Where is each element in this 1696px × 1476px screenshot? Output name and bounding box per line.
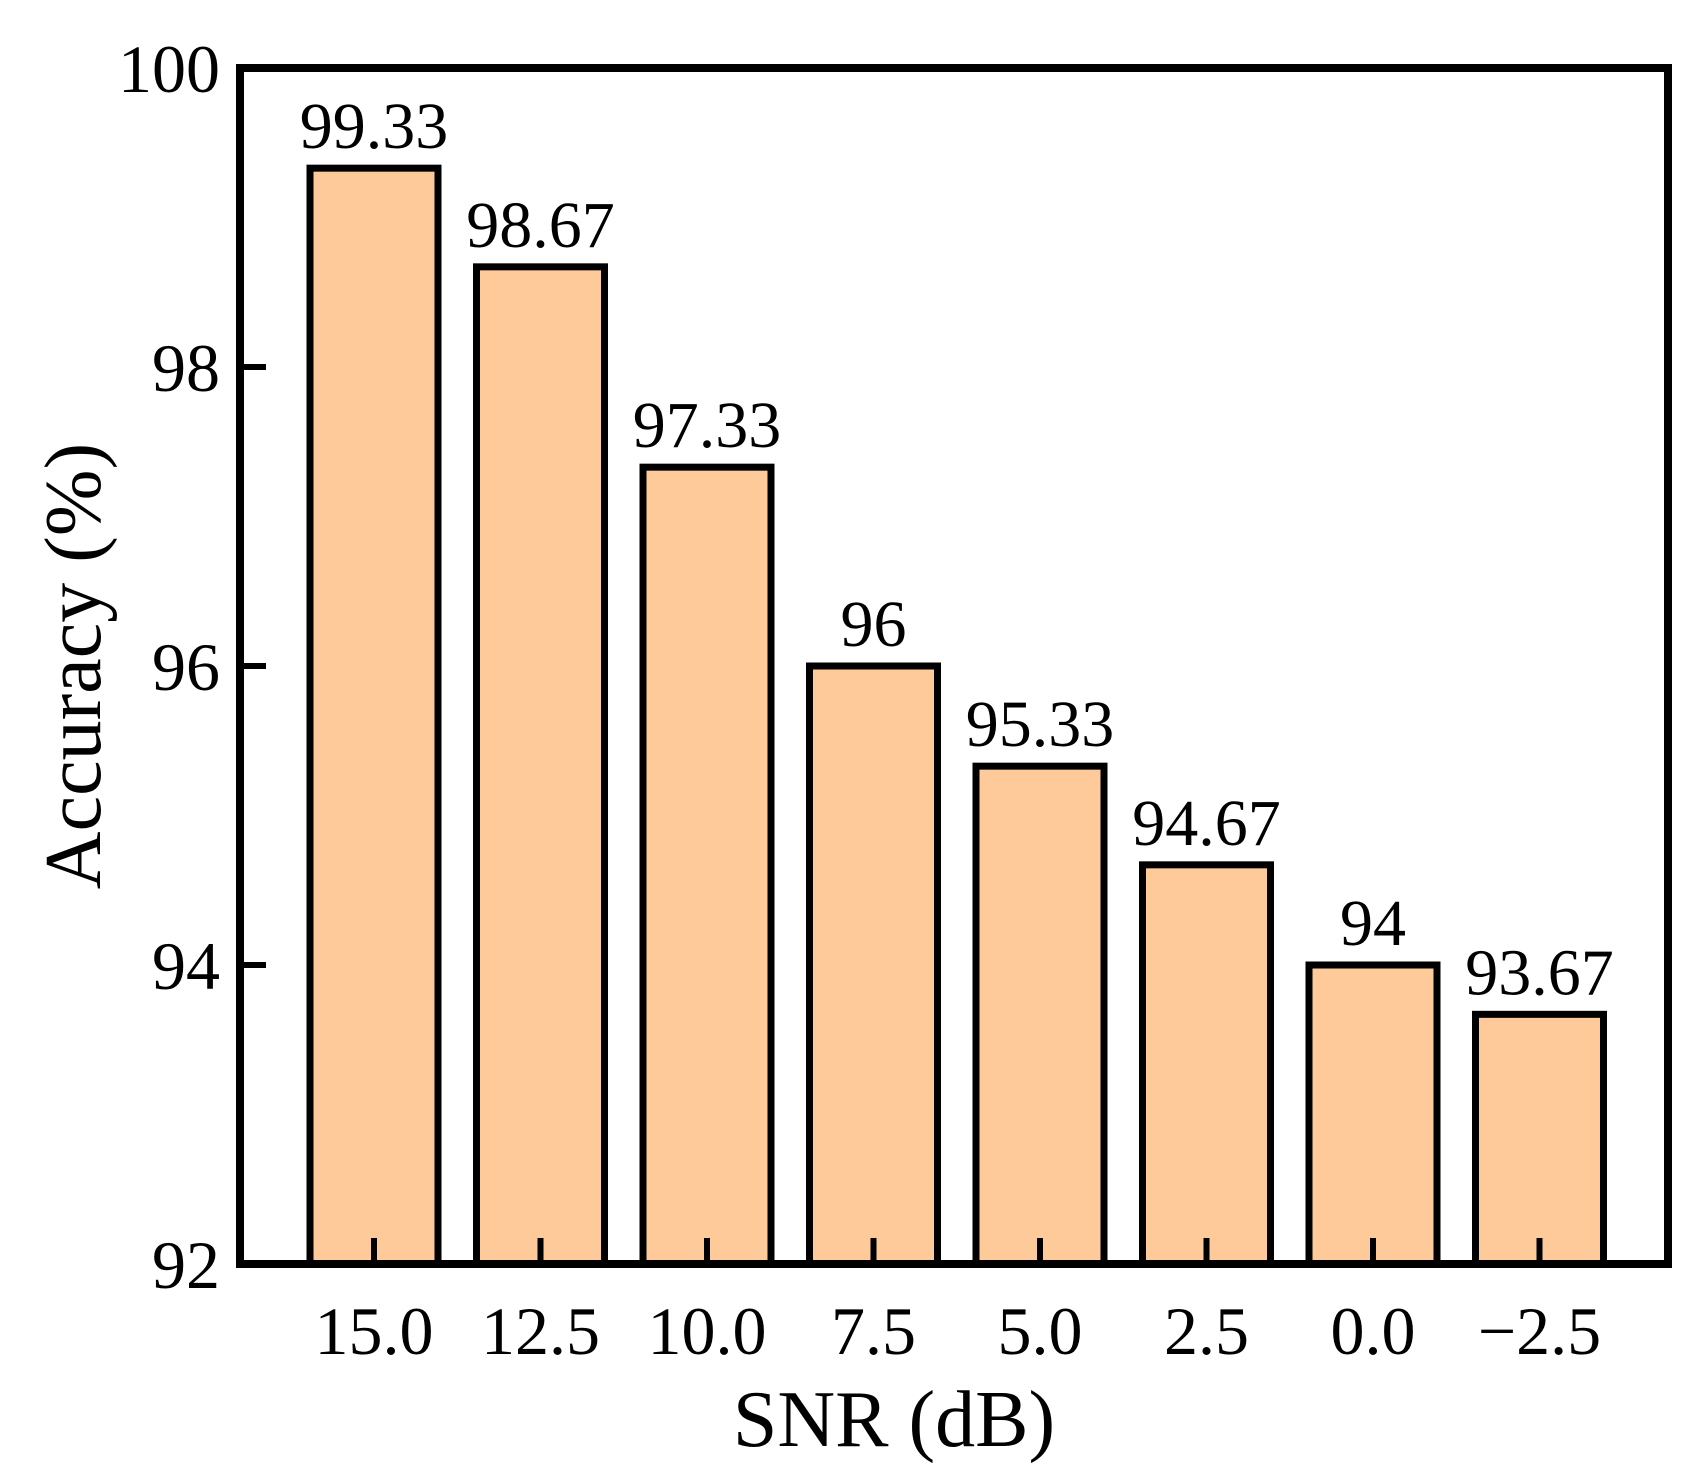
x-tick-label-3: 7.5: [831, 1293, 916, 1369]
bar-value-label-7: 93.67: [1465, 936, 1614, 1009]
bar-value-label-2: 97.33: [633, 389, 782, 462]
x-tick-label-1: 12.5: [481, 1293, 600, 1369]
y-tick-label-0: 92: [152, 1227, 220, 1303]
bar-3: [806, 662, 941, 1268]
plot-frame: [236, 64, 1672, 1268]
bars-group: [306, 164, 1607, 1268]
x-tick-label-7: −2.5: [1478, 1293, 1601, 1369]
bar-7: [1472, 1010, 1607, 1268]
bar-1: [473, 263, 608, 1268]
y-axis-ticks: 92 94 96 98 100: [118, 31, 266, 1303]
y-tick-label-4: 100: [118, 31, 220, 107]
bar-6: [1305, 961, 1441, 1268]
x-tick-label-0: 15.0: [315, 1293, 434, 1369]
bar-4: [972, 762, 1108, 1268]
y-tick-label-3: 98: [152, 330, 220, 406]
bar-value-label-6: 94: [1340, 887, 1406, 960]
x-tick-label-5: 2.5: [1164, 1293, 1249, 1369]
x-axis-ticks: 15.0 12.5 10.0 7.5 5.0 2.5 0.0 −2.5: [315, 1238, 1601, 1369]
bar-value-label-5: 94.67: [1132, 787, 1281, 860]
y-tick-label-2: 96: [152, 629, 220, 705]
bar-0: [306, 164, 442, 1268]
bar-value-label-4: 95.33: [966, 688, 1115, 761]
y-tick-label-1: 94: [152, 928, 220, 1004]
bar-5: [1139, 861, 1274, 1268]
x-tick-label-6: 0.0: [1331, 1293, 1416, 1369]
bar-value-label-0: 99.33: [300, 90, 449, 163]
bar-2: [639, 463, 775, 1268]
x-tick-label-2: 10.0: [648, 1293, 767, 1369]
x-tick-label-4: 5.0: [998, 1293, 1083, 1369]
x-axis-title: SNR (dB): [733, 1376, 1055, 1464]
bar-value-label-1: 98.67: [466, 189, 615, 262]
y-axis-title: Accuracy (%): [30, 443, 118, 889]
bar-value-label-3: 96: [841, 588, 907, 661]
